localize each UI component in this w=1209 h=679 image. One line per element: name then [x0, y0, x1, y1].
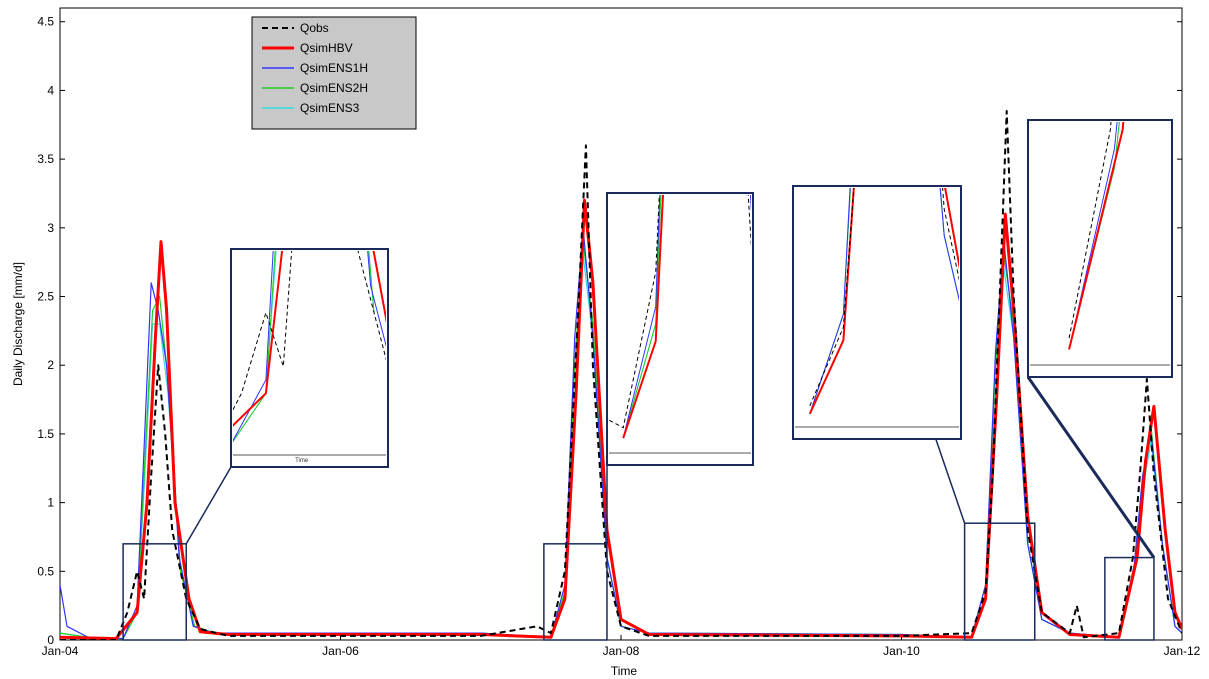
inset-tick-label: Time: [295, 458, 309, 464]
y-tick-label: 2: [47, 358, 54, 372]
x-axis-ticks: Jan-04 Jan-06 Jan-08 Jan-10 Jan-12: [42, 635, 1201, 658]
inset-panel: [606, 192, 754, 466]
y-tick-label: 2.5: [37, 290, 54, 304]
y-tick-label: 4.5: [37, 15, 54, 29]
y-tick-label: 3: [47, 221, 54, 235]
inset-series-qsimens1h: [233, 251, 386, 442]
inset-series-qsimens1h: [622, 195, 751, 439]
x-tick-label: Jan-12: [1164, 644, 1201, 658]
x-axis-label: Time: [611, 664, 638, 678]
inset-series-qsimhbv: [233, 251, 386, 427]
inset-series-qobs: [609, 195, 751, 429]
inset-panel: [1027, 119, 1173, 378]
series-line-qsimhbv: [60, 198, 1182, 640]
series-layer: [60, 110, 1182, 640]
legend-entry-label: QsimENS3: [300, 101, 360, 115]
inset-plot: [795, 188, 959, 428]
x-tick-label: Jan-08: [603, 644, 640, 658]
inset-series-qsimhbv: [1068, 122, 1125, 350]
legend: Qobs QsimHBV QsimENS1H QsimENS2H QsimENS3: [251, 16, 417, 130]
inset-source-box: [543, 543, 608, 641]
y-axis-ticks: 0 0.5 1 1.5 2 2.5 3 3.5 4 4.5: [37, 15, 1182, 647]
inset-series-qsimens1h: [809, 188, 959, 414]
y-tick-label: 3.5: [37, 152, 54, 166]
x-tick-label: Jan-10: [883, 644, 920, 658]
legend-box: [251, 16, 417, 130]
inset-plot: Time: [233, 251, 386, 464]
inset-source-box: [963, 522, 1036, 641]
inset-panel: [230, 248, 389, 468]
inset-series-qobs: [809, 188, 959, 407]
inset-connector: [185, 466, 232, 545]
y-tick-label: 0.5: [37, 564, 54, 578]
legend-entry-label: Qobs: [300, 21, 329, 35]
inset-layer: Time: [230, 119, 1173, 468]
inset-source-box: [1104, 556, 1155, 641]
legend-entry-label: QsimENS1H: [300, 61, 368, 75]
inset-plot: [1030, 122, 1170, 366]
inset-series-qsimhbv: [808, 188, 959, 415]
inset-series-qsimens2h: [622, 195, 751, 439]
inset-connector: [1026, 376, 1156, 559]
y-tick-label: 1: [47, 496, 54, 510]
y-tick-label: 0: [47, 633, 54, 647]
y-axis-label: Daily Discharge [mm/d]: [11, 262, 25, 386]
legend-entry-label: QsimHBV: [300, 41, 353, 55]
inset-panel: [792, 185, 962, 440]
y-tick-label: 4: [47, 83, 54, 97]
inset-series-qsimens1h: [1068, 122, 1118, 350]
inset-connector: [935, 438, 966, 524]
inset-series-qobs: [1068, 122, 1112, 339]
inset-source-box: [122, 543, 187, 641]
legend-entry-label: QsimENS2H: [300, 81, 368, 95]
y-tick-label: 1.5: [37, 427, 54, 441]
inset-plot: [609, 195, 751, 454]
x-tick-label: Jan-04: [42, 644, 79, 658]
inset-series-qsimhbv: [622, 195, 665, 439]
inset-source-boxes: [122, 376, 1156, 641]
x-tick-label: Jan-06: [322, 644, 359, 658]
